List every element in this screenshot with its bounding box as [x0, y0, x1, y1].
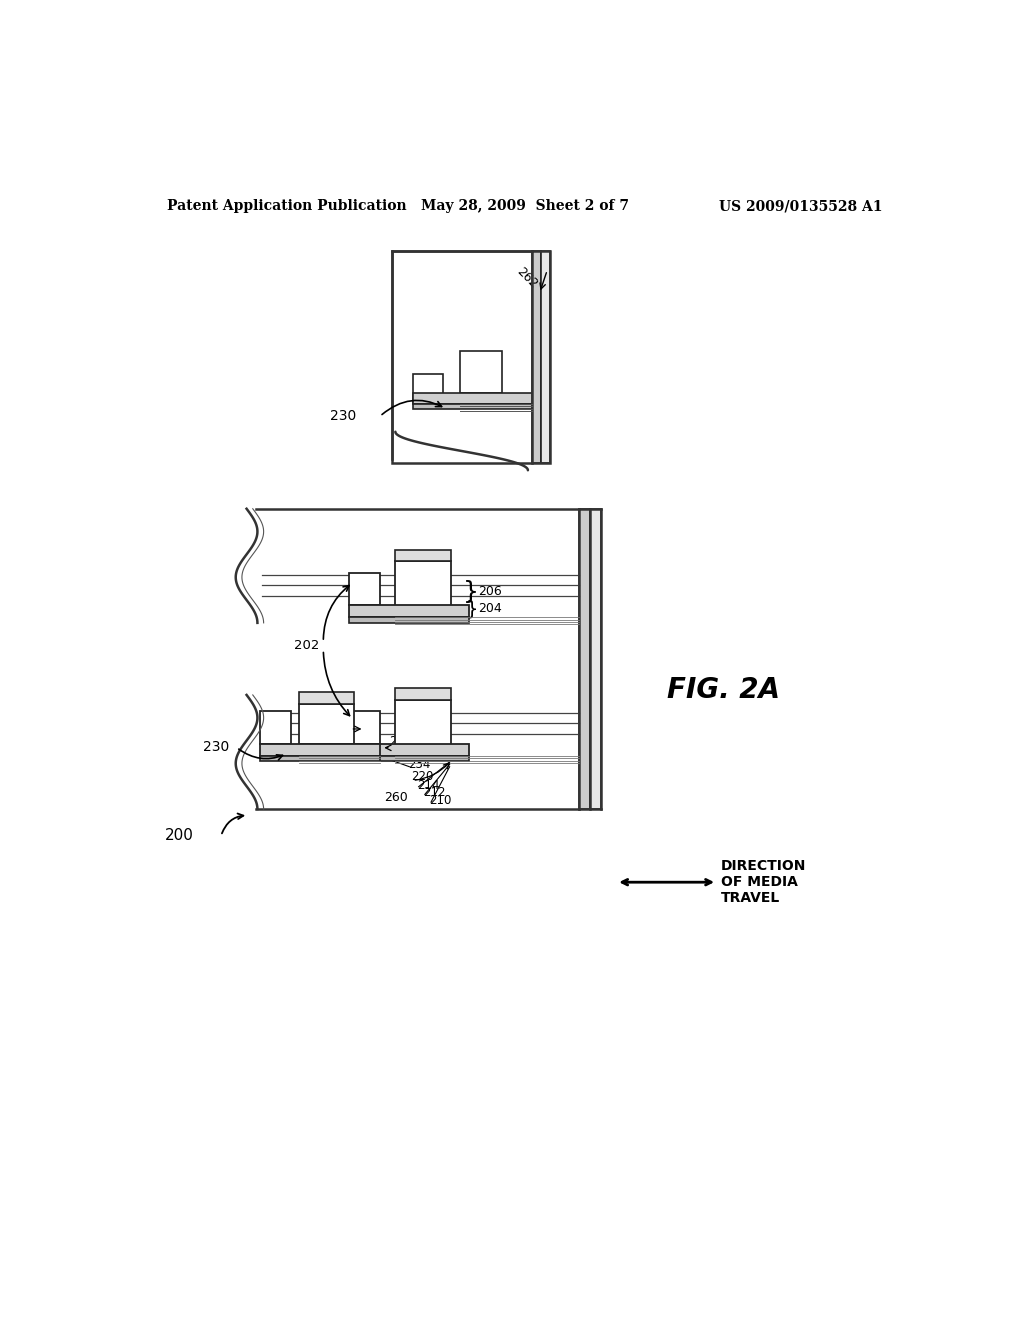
Text: 204: 204 — [478, 602, 502, 615]
Bar — [260, 711, 291, 743]
Bar — [395, 561, 452, 607]
Text: 212: 212 — [423, 787, 445, 800]
Bar — [531, 251, 541, 462]
Text: 260: 260 — [384, 791, 408, 804]
Bar — [260, 756, 380, 762]
Bar — [349, 573, 380, 605]
Text: US 2009/0135528 A1: US 2009/0135528 A1 — [719, 199, 883, 213]
Bar — [299, 704, 354, 743]
Bar — [349, 618, 469, 623]
Text: 202: 202 — [294, 639, 319, 652]
Text: 236: 236 — [395, 742, 418, 755]
Text: 230: 230 — [331, 409, 356, 424]
Text: FIG. 2A: FIG. 2A — [667, 676, 779, 704]
Bar — [395, 688, 452, 700]
Text: 200: 200 — [165, 829, 194, 843]
Text: 262: 262 — [514, 265, 540, 290]
Bar — [395, 549, 452, 561]
Text: }: } — [465, 599, 477, 618]
Bar — [590, 508, 601, 809]
Text: Patent Application Publication: Patent Application Publication — [167, 199, 407, 213]
Bar — [349, 756, 469, 762]
Bar — [579, 508, 590, 809]
Text: 220: 220 — [411, 770, 433, 783]
Bar — [414, 393, 531, 404]
Text: 232: 232 — [401, 750, 424, 763]
Text: 210: 210 — [429, 795, 452, 807]
Bar — [391, 251, 550, 462]
Bar — [260, 743, 380, 756]
Bar — [414, 374, 442, 404]
Text: }: } — [463, 579, 479, 605]
Bar — [349, 711, 380, 743]
Bar — [349, 605, 469, 618]
Text: 222: 222 — [313, 723, 337, 737]
Bar — [299, 692, 354, 704]
Bar — [349, 743, 469, 756]
Bar — [395, 700, 452, 746]
Text: 214: 214 — [417, 779, 439, 792]
Bar — [541, 251, 550, 462]
Text: DIRECTION
OF MEDIA
TRAVEL: DIRECTION OF MEDIA TRAVEL — [721, 859, 806, 906]
Text: 240: 240 — [389, 735, 412, 748]
Bar — [414, 404, 531, 409]
Text: 230: 230 — [203, 741, 228, 755]
Text: May 28, 2009  Sheet 2 of 7: May 28, 2009 Sheet 2 of 7 — [421, 199, 629, 213]
Text: 234: 234 — [408, 758, 430, 771]
Text: 206: 206 — [478, 585, 502, 598]
Bar — [460, 351, 503, 393]
